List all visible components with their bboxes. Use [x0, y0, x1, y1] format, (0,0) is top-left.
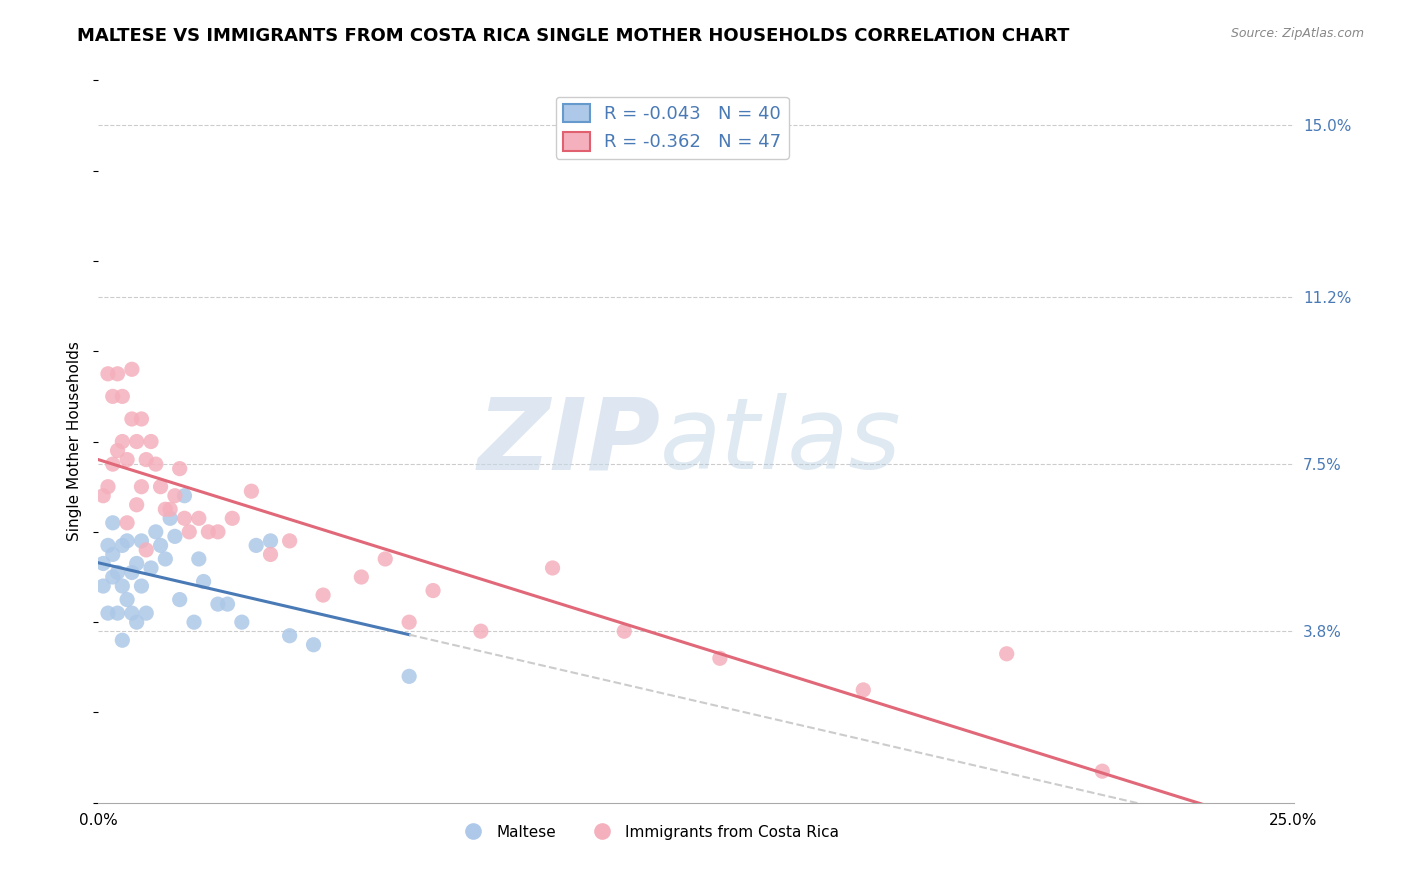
Point — [240, 484, 263, 499]
Point — [115, 452, 138, 467]
Point — [115, 592, 138, 607]
Point — [470, 624, 492, 639]
Text: ZIP: ZIP — [477, 393, 661, 490]
Point — [398, 615, 420, 630]
Point — [259, 548, 281, 562]
Point — [91, 557, 114, 571]
Point — [231, 615, 253, 630]
Point — [125, 557, 148, 571]
Point — [163, 529, 186, 543]
Point — [101, 516, 124, 530]
Point — [97, 480, 120, 494]
Point — [173, 511, 195, 525]
Point — [115, 533, 138, 548]
Point — [107, 606, 129, 620]
Point — [163, 489, 186, 503]
Point — [101, 570, 124, 584]
Point — [169, 592, 191, 607]
Point — [852, 682, 875, 697]
Point — [111, 434, 134, 449]
Point — [121, 362, 143, 376]
Point — [97, 538, 120, 552]
Point — [541, 561, 564, 575]
Point — [139, 434, 162, 449]
Point — [111, 579, 134, 593]
Point — [155, 502, 177, 516]
Point — [111, 633, 134, 648]
Point — [278, 533, 301, 548]
Point — [422, 583, 444, 598]
Point — [995, 647, 1018, 661]
Point — [139, 561, 162, 575]
Point — [101, 457, 124, 471]
Text: atlas: atlas — [661, 393, 901, 490]
Point — [187, 511, 209, 525]
Point — [179, 524, 201, 539]
Point — [121, 412, 143, 426]
Point — [187, 552, 209, 566]
Point — [173, 489, 195, 503]
Point — [193, 574, 215, 589]
Point — [125, 434, 148, 449]
Point — [107, 367, 129, 381]
Point — [125, 498, 148, 512]
Point — [245, 538, 267, 552]
Point — [145, 524, 167, 539]
Point — [125, 615, 148, 630]
Point — [159, 502, 181, 516]
Point — [207, 597, 229, 611]
Point — [221, 511, 243, 525]
Point — [207, 524, 229, 539]
Point — [135, 606, 157, 620]
Legend: Maltese, Immigrants from Costa Rica: Maltese, Immigrants from Costa Rica — [451, 819, 845, 846]
Point — [145, 457, 167, 471]
Point — [91, 489, 114, 503]
Point — [149, 538, 172, 552]
Point — [111, 389, 134, 403]
Point — [135, 542, 157, 557]
Point — [121, 606, 143, 620]
Point — [121, 566, 143, 580]
Point — [217, 597, 239, 611]
Point — [183, 615, 205, 630]
Point — [709, 651, 731, 665]
Point — [101, 389, 124, 403]
Point — [91, 579, 114, 593]
Point — [131, 533, 153, 548]
Point — [149, 480, 172, 494]
Point — [613, 624, 636, 639]
Point — [159, 511, 181, 525]
Text: MALTESE VS IMMIGRANTS FROM COSTA RICA SINGLE MOTHER HOUSEHOLDS CORRELATION CHART: MALTESE VS IMMIGRANTS FROM COSTA RICA SI… — [77, 27, 1070, 45]
Point — [97, 367, 120, 381]
Point — [131, 579, 153, 593]
Point — [197, 524, 219, 539]
Point — [302, 638, 325, 652]
Point — [107, 566, 129, 580]
Point — [107, 443, 129, 458]
Point — [131, 412, 153, 426]
Point — [97, 606, 120, 620]
Point — [278, 629, 301, 643]
Point — [155, 552, 177, 566]
Point — [101, 548, 124, 562]
Text: Source: ZipAtlas.com: Source: ZipAtlas.com — [1230, 27, 1364, 40]
Point — [169, 461, 191, 475]
Point — [374, 552, 396, 566]
Point — [350, 570, 373, 584]
Point — [312, 588, 335, 602]
Y-axis label: Single Mother Households: Single Mother Households — [67, 342, 83, 541]
Point — [135, 452, 157, 467]
Point — [111, 538, 134, 552]
Point — [115, 516, 138, 530]
Point — [259, 533, 281, 548]
Point — [398, 669, 420, 683]
Point — [1091, 764, 1114, 779]
Point — [131, 480, 153, 494]
